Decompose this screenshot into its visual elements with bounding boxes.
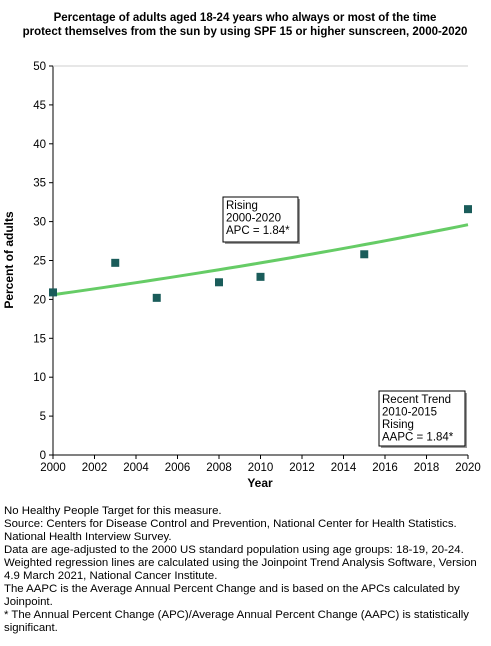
annotation-text: Rising bbox=[226, 200, 258, 212]
y-tick-label: 25 bbox=[33, 256, 46, 268]
footnote: * The Annual Percent Change (APC)/Averag… bbox=[4, 609, 469, 634]
x-tick-label: 2012 bbox=[289, 462, 315, 474]
footnote: Data are age-adjusted to the 2000 US sta… bbox=[4, 544, 464, 556]
x-tick-label: 2002 bbox=[82, 462, 108, 474]
footnote: No Healthy People Target for this measur… bbox=[4, 505, 222, 517]
x-tick-label: 2004 bbox=[123, 462, 149, 474]
x-tick-label: 2020 bbox=[455, 462, 481, 474]
y-tick-label: 20 bbox=[33, 294, 46, 306]
data-point bbox=[464, 205, 472, 214]
footnote: The AAPC is the Average Annual Percent C… bbox=[4, 583, 460, 608]
x-tick-label: 2016 bbox=[372, 462, 398, 474]
y-tick-label: 15 bbox=[33, 333, 46, 345]
data-point bbox=[49, 288, 57, 297]
x-tick-label: 2018 bbox=[414, 462, 440, 474]
footnote: Source: Centers for Disease Control and … bbox=[4, 518, 457, 543]
y-tick-label: 45 bbox=[33, 100, 46, 112]
footnote: Weighted regression lines are calculated… bbox=[4, 557, 477, 582]
data-point bbox=[360, 250, 369, 259]
data-point bbox=[215, 278, 223, 287]
trend-layer bbox=[52, 223, 469, 297]
x-tick-label: 2008 bbox=[206, 462, 232, 474]
chart-title-line-2: protect themselves from the sun by using… bbox=[23, 26, 468, 38]
annotation-frame bbox=[222, 196, 299, 243]
footnotes: No Healthy People Target for this measur… bbox=[4, 505, 488, 635]
chart-title-line-1: Percentage of adults aged 18-24 years wh… bbox=[54, 12, 437, 24]
y-tick-label: 30 bbox=[33, 217, 46, 229]
y-tick-label: 10 bbox=[33, 372, 46, 384]
chart: Percentage of adults aged 18-24 years wh… bbox=[2, 12, 481, 490]
x-tick-label: 2014 bbox=[331, 462, 357, 474]
x-axis-label: Year bbox=[247, 476, 273, 490]
data-point bbox=[256, 272, 265, 281]
points-layer bbox=[49, 205, 472, 302]
annotation-text: Recent Trend bbox=[382, 394, 451, 406]
y-tick-label: 0 bbox=[40, 450, 46, 462]
y-tick-label: 5 bbox=[40, 411, 46, 423]
x-tick-label: 2006 bbox=[165, 462, 191, 474]
y-tick-label: 35 bbox=[33, 178, 46, 190]
annotation-text: 2000-2020 bbox=[226, 213, 281, 225]
annotation-text: Rising bbox=[382, 419, 414, 431]
axes: 0 5 10 15 20 25 30 35 40 45 50 2000 2002 2004 2006 2008… bbox=[33, 61, 481, 474]
y-tick-label: 40 bbox=[33, 139, 46, 151]
x-tick-label: 2000 bbox=[40, 462, 66, 474]
x-tick-label: 2010 bbox=[248, 462, 274, 474]
annotation-text: AAPC = 1.84* bbox=[382, 432, 454, 444]
annotation-text: APC = 1.84* bbox=[226, 225, 290, 237]
annotation-frame bbox=[378, 390, 466, 447]
data-point bbox=[111, 258, 120, 267]
annotation-text: 2010-2015 bbox=[382, 407, 437, 419]
trend-line bbox=[52, 223, 469, 297]
y-axis-label: Percent of adults bbox=[2, 211, 16, 309]
y-tick-label: 50 bbox=[33, 61, 46, 73]
data-point bbox=[152, 293, 161, 302]
